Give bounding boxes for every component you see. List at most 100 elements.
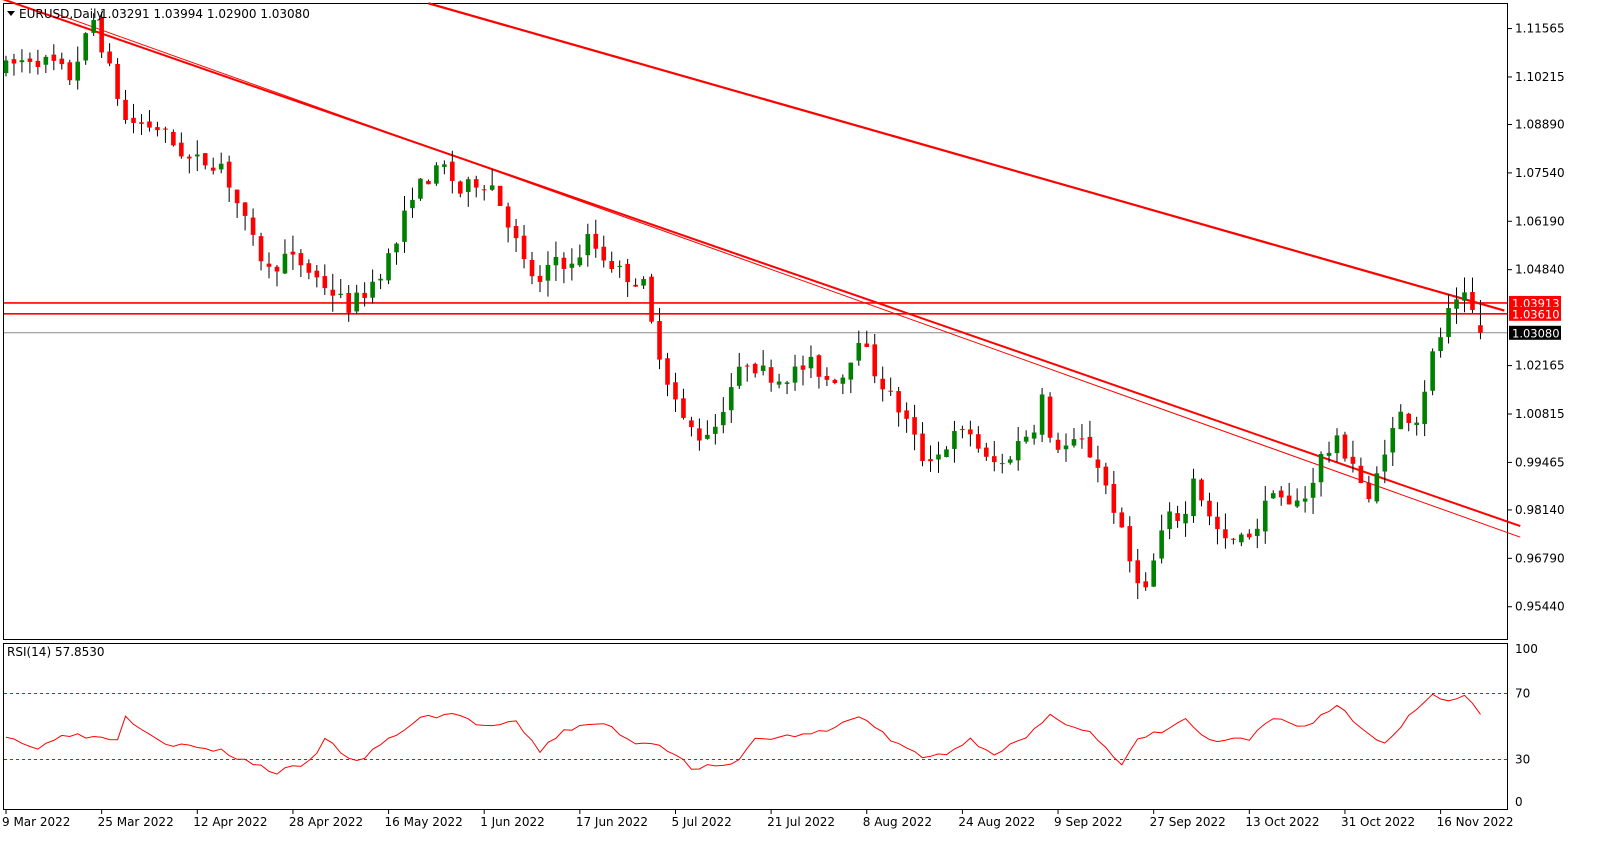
candle: [689, 416, 694, 437]
time-tick-label: 5 Jul 2022: [671, 815, 731, 829]
candle-body-bear: [266, 263, 272, 267]
candle: [888, 377, 893, 396]
candle: [784, 380, 790, 395]
candle-body-bull: [1326, 452, 1332, 456]
candle-body-bear: [816, 355, 822, 377]
candle-body-bear: [673, 382, 678, 400]
candle-body-bull: [354, 292, 359, 312]
candle: [1063, 433, 1069, 462]
candle: [681, 388, 686, 420]
candle: [3, 55, 9, 77]
candle-body-bear: [67, 62, 73, 81]
time-tick-label: 31 Oct 2022: [1341, 815, 1415, 829]
candle: [848, 362, 854, 394]
candle: [633, 278, 638, 287]
candle: [250, 208, 256, 246]
candle-body-bull: [1254, 528, 1260, 536]
candle: [155, 121, 160, 137]
candle: [641, 276, 646, 290]
candle-body-bull: [1167, 511, 1172, 530]
candle: [1366, 475, 1372, 503]
candle: [35, 49, 41, 75]
candle: [585, 223, 591, 267]
candle: [920, 422, 925, 467]
candle-body-bear: [665, 358, 670, 385]
candle-body-bear: [1478, 325, 1483, 333]
candle-body-bear: [633, 284, 638, 287]
candle-body-bull: [792, 366, 798, 383]
candle-body-bull: [1454, 299, 1459, 309]
candle-body-bear: [896, 391, 901, 413]
candle-body-bull: [91, 19, 96, 33]
candle: [697, 418, 702, 451]
candle: [808, 345, 814, 379]
price-tick-label: 1.10215: [1515, 70, 1565, 84]
candle: [736, 352, 742, 389]
candle-body-bear: [1103, 466, 1109, 486]
ohlc-values: 1.03291 1.03994 1.02900 1.03080: [100, 7, 310, 21]
last-price-tag-label: 1.03080: [1512, 326, 1560, 340]
candle-body-bear: [928, 459, 933, 462]
candle-body-bear: [1223, 529, 1228, 539]
candle: [1071, 428, 1077, 448]
candle: [984, 442, 989, 461]
candle-body-bear: [115, 63, 120, 99]
candle-body-bear: [450, 161, 455, 181]
candle: [394, 242, 399, 265]
candle: [657, 307, 662, 370]
candle-body-bear: [968, 429, 973, 435]
candle-body-bear: [561, 257, 567, 269]
candle: [418, 178, 423, 201]
candle: [202, 152, 208, 170]
candle-body-bear: [537, 275, 543, 282]
time-tick-label: 21 Jul 2022: [767, 815, 835, 829]
candle-body-bull: [83, 33, 88, 61]
candle: [83, 32, 88, 65]
candle: [282, 239, 288, 275]
candle-body-bull: [1334, 435, 1340, 454]
candle: [713, 414, 718, 445]
candle-body-bear: [481, 189, 487, 191]
rsi-line: [5, 693, 1481, 775]
trendline[interactable]: [0, 0, 1521, 528]
candle: [665, 352, 670, 397]
candle: [1079, 424, 1085, 449]
candle: [1247, 529, 1252, 540]
candle-body-bear: [505, 206, 511, 228]
candle-body-bear: [171, 131, 176, 146]
candle-body-bull: [776, 381, 782, 385]
trendline[interactable]: [53, 12, 1521, 538]
candle: [338, 278, 344, 299]
candle: [1286, 482, 1292, 505]
candle-body-bear: [649, 276, 654, 322]
candle: [824, 367, 830, 387]
candle-body-bull: [434, 165, 439, 184]
candle-body-bear: [210, 167, 216, 171]
candle-body-bear: [1470, 292, 1475, 310]
level-price-tag: 1.03610: [1509, 306, 1561, 321]
candle: [569, 248, 575, 281]
candle: [354, 284, 359, 315]
candle: [1175, 505, 1180, 528]
candle: [147, 110, 152, 132]
trendlines: [0, 0, 1521, 538]
candle: [593, 219, 599, 258]
candle: [625, 258, 630, 297]
candle-body-bull: [1239, 534, 1244, 543]
candle-body-bear: [59, 58, 65, 65]
candle: [1382, 439, 1388, 484]
trendline[interactable]: [428, 2, 1505, 312]
candle: [370, 269, 375, 304]
candle-body-bear: [1358, 465, 1364, 484]
candle: [673, 372, 678, 412]
candle: [402, 195, 407, 253]
candle: [1398, 404, 1404, 430]
rsi-tick-label: 100: [1515, 642, 1538, 656]
candle: [601, 235, 607, 268]
candle: [1318, 451, 1324, 497]
candle-body-bear: [1095, 459, 1101, 468]
candle: [19, 49, 25, 73]
collapse-triangle-icon[interactable]: [7, 11, 15, 16]
candle: [904, 402, 909, 433]
